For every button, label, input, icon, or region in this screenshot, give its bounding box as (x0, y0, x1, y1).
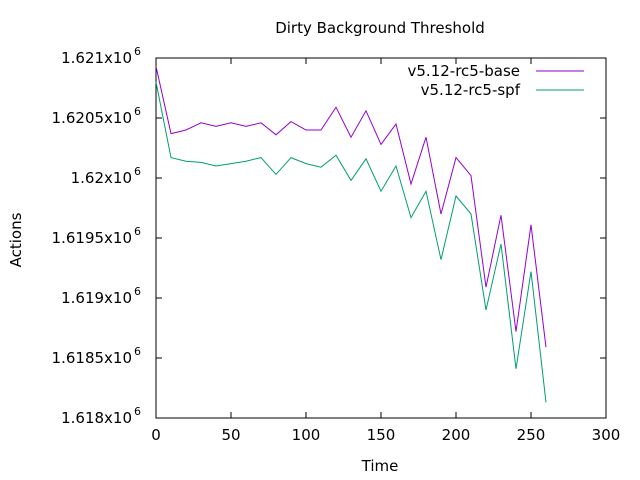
y-tick-exponent: 6 (134, 105, 141, 118)
series-line-v5.12-rc5-spf (155, 81, 547, 403)
y-tick-label: 1.618x10 (61, 409, 132, 427)
y-axis-label: Actions (7, 212, 25, 267)
plot-frame (155, 57, 607, 419)
y-tick-exponent: 6 (134, 405, 141, 418)
x-tick-label: 100 (292, 426, 321, 444)
y-tick-label: 1.6185x10 (52, 349, 132, 367)
x-tick-label: 0 (151, 426, 161, 444)
y-tick-exponent: 6 (134, 345, 141, 358)
y-tick-exponent: 6 (134, 225, 141, 238)
x-tick-label: 200 (442, 426, 471, 444)
y-tick-exponent: 6 (134, 165, 141, 178)
y-tick-label: 1.621x10 (61, 49, 132, 67)
x-axis-label: Time (361, 457, 399, 475)
x-tick-label: 150 (367, 426, 396, 444)
plot-lines (155, 66, 547, 403)
y-tick-label: 1.6195x10 (52, 229, 132, 247)
legend-label: v5.12-rc5-base (408, 62, 521, 80)
y-tick-exponent: 6 (134, 45, 141, 58)
x-tick-label: 300 (592, 426, 621, 444)
x-tick-label: 50 (221, 426, 240, 444)
series-line-v5.12-rc5-base (155, 66, 547, 348)
legend-label: v5.12-rc5-spf (421, 81, 521, 99)
y-tick-exponent: 6 (134, 285, 141, 298)
x-tick-label: 250 (517, 426, 546, 444)
plot-axes (155, 57, 607, 419)
chart-title: Dirty Background Threshold (275, 19, 485, 37)
y-tick-label: 1.6205x10 (52, 109, 132, 127)
y-tick-label: 1.62x10 (71, 169, 132, 187)
y-tick-label: 1.619x10 (61, 289, 132, 307)
